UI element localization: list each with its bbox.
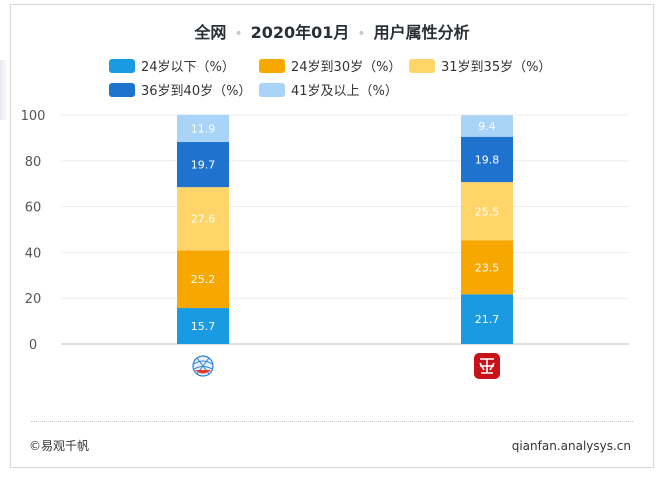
chart-title: 全网 • 2020年01月 • 用户属性分析: [11, 19, 653, 43]
legend-item[interactable]: 41岁及以上（%）: [259, 80, 398, 99]
title-separator: •: [234, 26, 243, 42]
mesh-globe-accent: [195, 370, 211, 374]
y-tick-label: 40: [25, 246, 42, 261]
bar-segment: [461, 240, 513, 295]
red-seal-glyph: [479, 358, 495, 374]
title-scope: 全网: [194, 23, 227, 42]
legend-label: 24岁以下（%）: [141, 60, 235, 75]
legend-swatch: [109, 82, 135, 97]
data-label: 15.7: [191, 320, 216, 333]
footer-divider: [31, 421, 633, 422]
bar-segment: [461, 182, 513, 241]
data-label: 23.5: [475, 261, 500, 274]
copyright-text: ©易观千帆: [29, 439, 90, 453]
title-topic: 用户属性分析: [373, 23, 470, 42]
bar-segment: [177, 114, 229, 143]
bar-segment: [177, 142, 229, 188]
bar-segment: [461, 115, 513, 137]
mesh-globe-lines: [193, 357, 213, 375]
data-label: 25.2: [191, 273, 216, 286]
legend-item[interactable]: 31岁到35岁（%）: [409, 56, 551, 75]
legend-item[interactable]: 36岁到40岁（%）: [109, 80, 251, 99]
chart-card: 全网 • 2020年01月 • 用户属性分析 24岁以下（%） 24岁到30岁（%） 31岁…: [10, 4, 654, 468]
title-period: 2020年01月: [250, 23, 350, 42]
stacked-bar-chart: 0 20 40 60 80 100 15.7 25.2 27.6 19.7 11.9 21.7 23.5…: [21, 109, 629, 379]
data-label: 19.7: [191, 159, 216, 172]
legend-swatch: [259, 82, 285, 97]
y-tick-label: 80: [25, 155, 42, 170]
y-tick-label: 0: [29, 338, 37, 353]
data-label: 27.6: [191, 213, 216, 226]
data-label: 11.9: [191, 122, 216, 135]
site-url[interactable]: qianfan.analysys.cn: [511, 439, 631, 453]
background-shadow: [0, 60, 8, 120]
legend-label: 24岁到30岁（%）: [291, 60, 402, 75]
legend-label: 41岁及以上（%）: [291, 84, 398, 99]
bar-segment: [461, 136, 513, 183]
data-label: 25.5: [475, 205, 500, 218]
data-label: 9.4: [478, 120, 496, 133]
legend-item[interactable]: 24岁到30岁（%）: [259, 56, 401, 75]
y-tick-label: 60: [25, 201, 42, 216]
legend-swatch: [259, 58, 285, 73]
legend-label: 36岁到40岁（%）: [141, 84, 252, 99]
y-tick-label: 100: [21, 109, 46, 124]
bar-segment: [177, 308, 229, 344]
bar-segment: [461, 294, 513, 344]
data-label: 21.7: [475, 313, 500, 326]
bar-segment: [177, 250, 229, 309]
legend-swatch: [409, 58, 435, 73]
y-tick-label: 20: [25, 292, 42, 307]
title-separator: •: [357, 26, 366, 42]
bar-segment: [177, 187, 229, 251]
legend-label: 31岁到35岁（%）: [441, 60, 552, 75]
legend-item[interactable]: 24岁以下（%）: [109, 56, 235, 75]
data-label: 19.8: [475, 153, 500, 166]
legend-swatch: [109, 58, 135, 73]
